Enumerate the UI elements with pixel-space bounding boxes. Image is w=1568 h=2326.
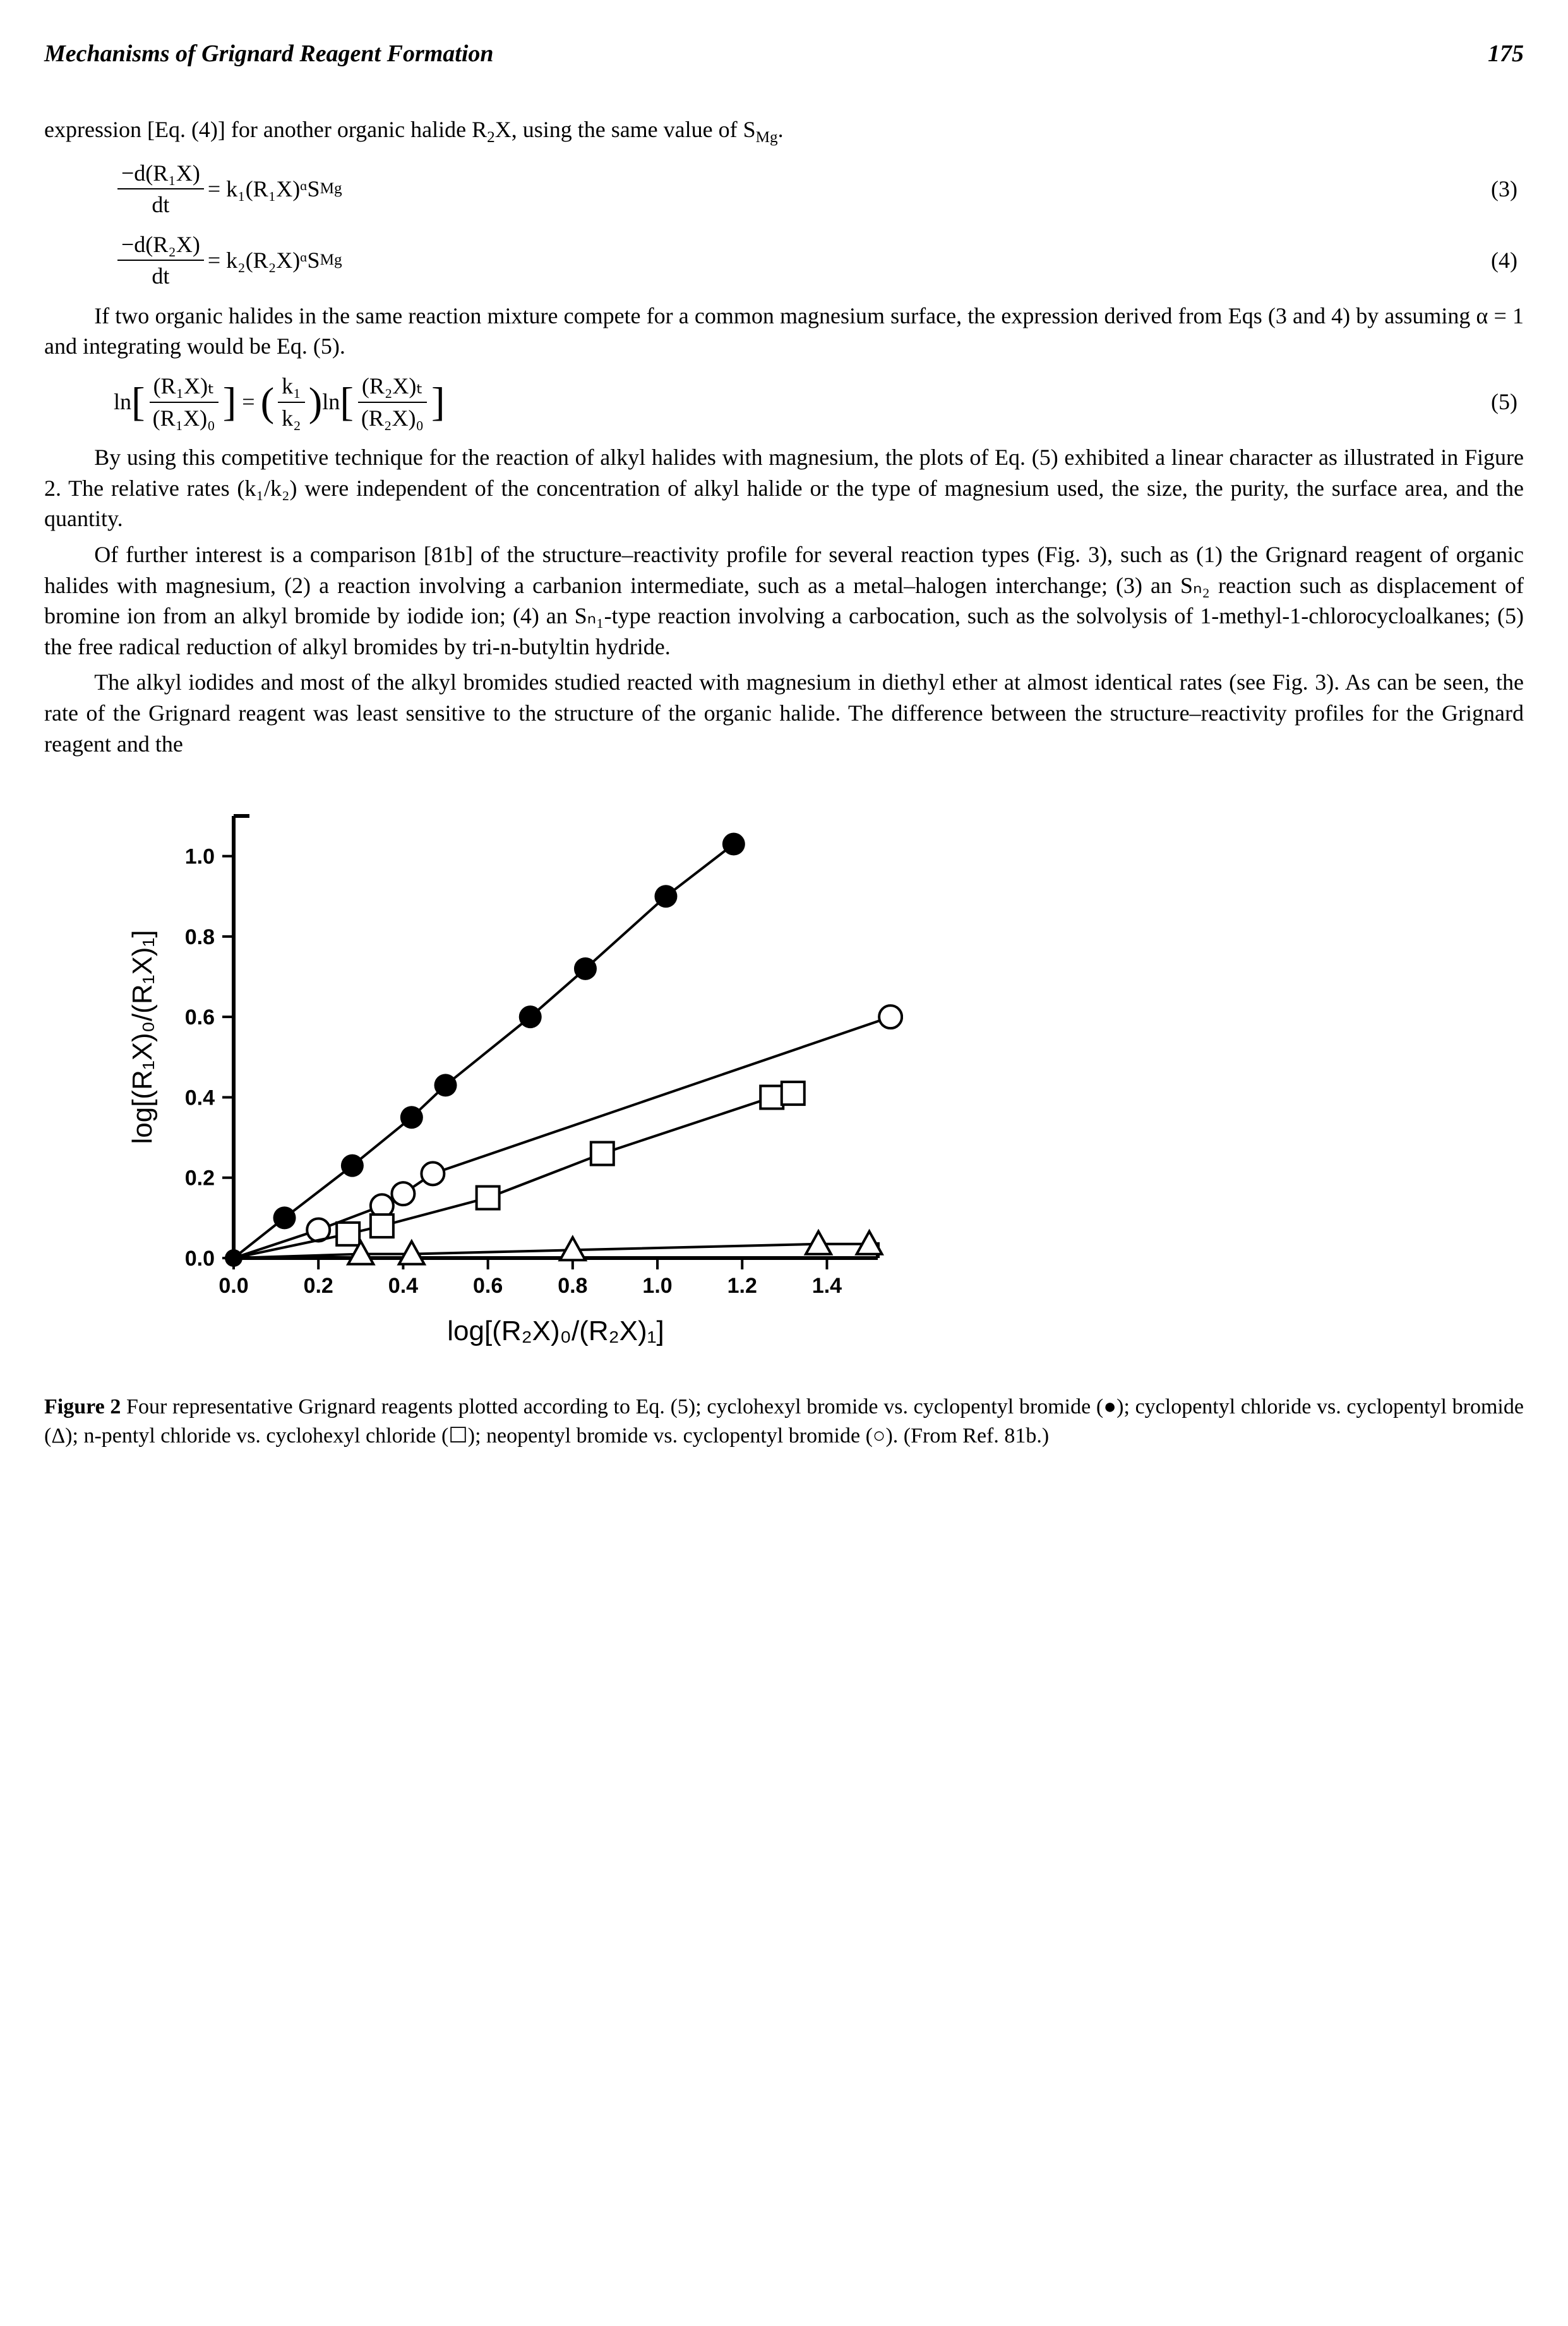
svg-text:1.0: 1.0 [642,1274,672,1298]
svg-text:0.4: 0.4 [185,1086,215,1110]
equation-4: −d(R₂X) dt = k₂(R₂X)ᵅSMg (4) [114,229,1524,292]
eq-equals: = [236,387,260,417]
eq-number: (4) [1461,245,1524,276]
figure-2-caption: Figure 2 Four representative Grignard re… [44,1393,1524,1451]
body-text: expression [Eq. (4)] for another organic… [44,117,487,142]
eq-numerator: k₁ [278,371,305,403]
eq-ln: ln [114,387,131,417]
eq-numerator: (R₁X)ₜ [150,371,218,403]
eq-number: (5) [1461,387,1524,417]
eq-sub: Mg [320,178,342,200]
marker-open-square-icon: ☐ [448,1424,467,1448]
page-header: Mechanisms of Grignard Reagent Formation… [44,38,1524,70]
body-text: . [778,117,784,142]
svg-text:0.0: 0.0 [218,1274,248,1298]
body-text: X, using the same value of S [495,117,756,142]
svg-text:0.6: 0.6 [185,1005,215,1029]
svg-text:log[(R₂X)₀/(R₂X)₁]: log[(R₂X)₀/(R₂X)₁] [447,1316,664,1346]
caption-text: Four representative Grignard reagents pl… [121,1395,1103,1418]
eq-numerator: −d(R₁X) [117,158,204,190]
svg-text:0.4: 0.4 [388,1274,418,1298]
svg-text:log[(R₁X)₀/(R₁X)₁]: log[(R₁X)₀/(R₁X)₁] [127,930,158,1144]
eq-denominator: (R₁X)₀ [149,403,219,434]
marker-filled-circle-icon: ● [1103,1395,1116,1418]
svg-text:0.8: 0.8 [185,925,215,949]
paragraph-2: If two organic halides in the same react… [44,301,1524,362]
marker-open-circle-icon: ○ [873,1424,886,1448]
svg-text:0.0: 0.0 [185,1247,215,1271]
eq-sub: Mg [320,249,342,271]
svg-text:0.2: 0.2 [304,1274,333,1298]
svg-text:0.2: 0.2 [185,1166,215,1190]
paragraph-1: expression [Eq. (4)] for another organic… [44,114,1524,148]
caption-text: ); neopentyl bromide vs. cyclopentyl bro… [468,1424,873,1448]
figure-2: 0.0 0.2 0.4 0.6 0.8 1.0 0.0 0.2 0.4 0.6 0.8 1.0 1.2 1… [114,797,1524,1374]
figure-2-chart: 0.0 0.2 0.4 0.6 0.8 1.0 0.0 0.2 0.4 0.6 0.8 1.0 1.2 1… [114,797,903,1365]
eq-denominator: dt [148,261,173,292]
eq-rhs: = k₂(R₂X)ᵅS [208,245,320,276]
paragraph-5: The alkyl iodides and most of the alkyl … [44,667,1524,759]
eq-denominator: k₂ [278,403,305,434]
running-title: Mechanisms of Grignard Reagent Formation [44,38,494,70]
svg-text:0.8: 0.8 [558,1274,587,1298]
figure-label: Figure 2 [44,1395,121,1418]
eq-ln: ln [322,387,340,417]
svg-text:1.2: 1.2 [727,1274,757,1298]
eq-numerator: −d(R₂X) [117,229,204,261]
page-number: 175 [1488,38,1524,70]
svg-text:1.0: 1.0 [185,845,215,869]
paragraph-3: By using this competitive technique for … [44,442,1524,534]
eq-rhs: = k₁(R₁X)ᵅS [208,174,320,205]
eq-denominator: dt [148,189,173,220]
caption-text: ). (From Ref. 81b.) [885,1424,1049,1448]
svg-text:0.6: 0.6 [473,1274,503,1298]
eq-number: (3) [1461,174,1524,205]
svg-text:1.4: 1.4 [812,1274,842,1298]
eq-numerator: (R₂X)ₜ [358,371,427,403]
eq-denominator: (R₂X)₀ [357,403,428,434]
equation-5: ln [ (R₁X)ₜ (R₁X)₀ ] = ( k₁ k₂ ) ln [114,371,1524,433]
equation-3: −d(R₁X) dt = k₁(R₁X)ᵅSMg (3) [114,158,1524,220]
paragraph-4: Of further interest is a comparison [81b… [44,539,1524,662]
